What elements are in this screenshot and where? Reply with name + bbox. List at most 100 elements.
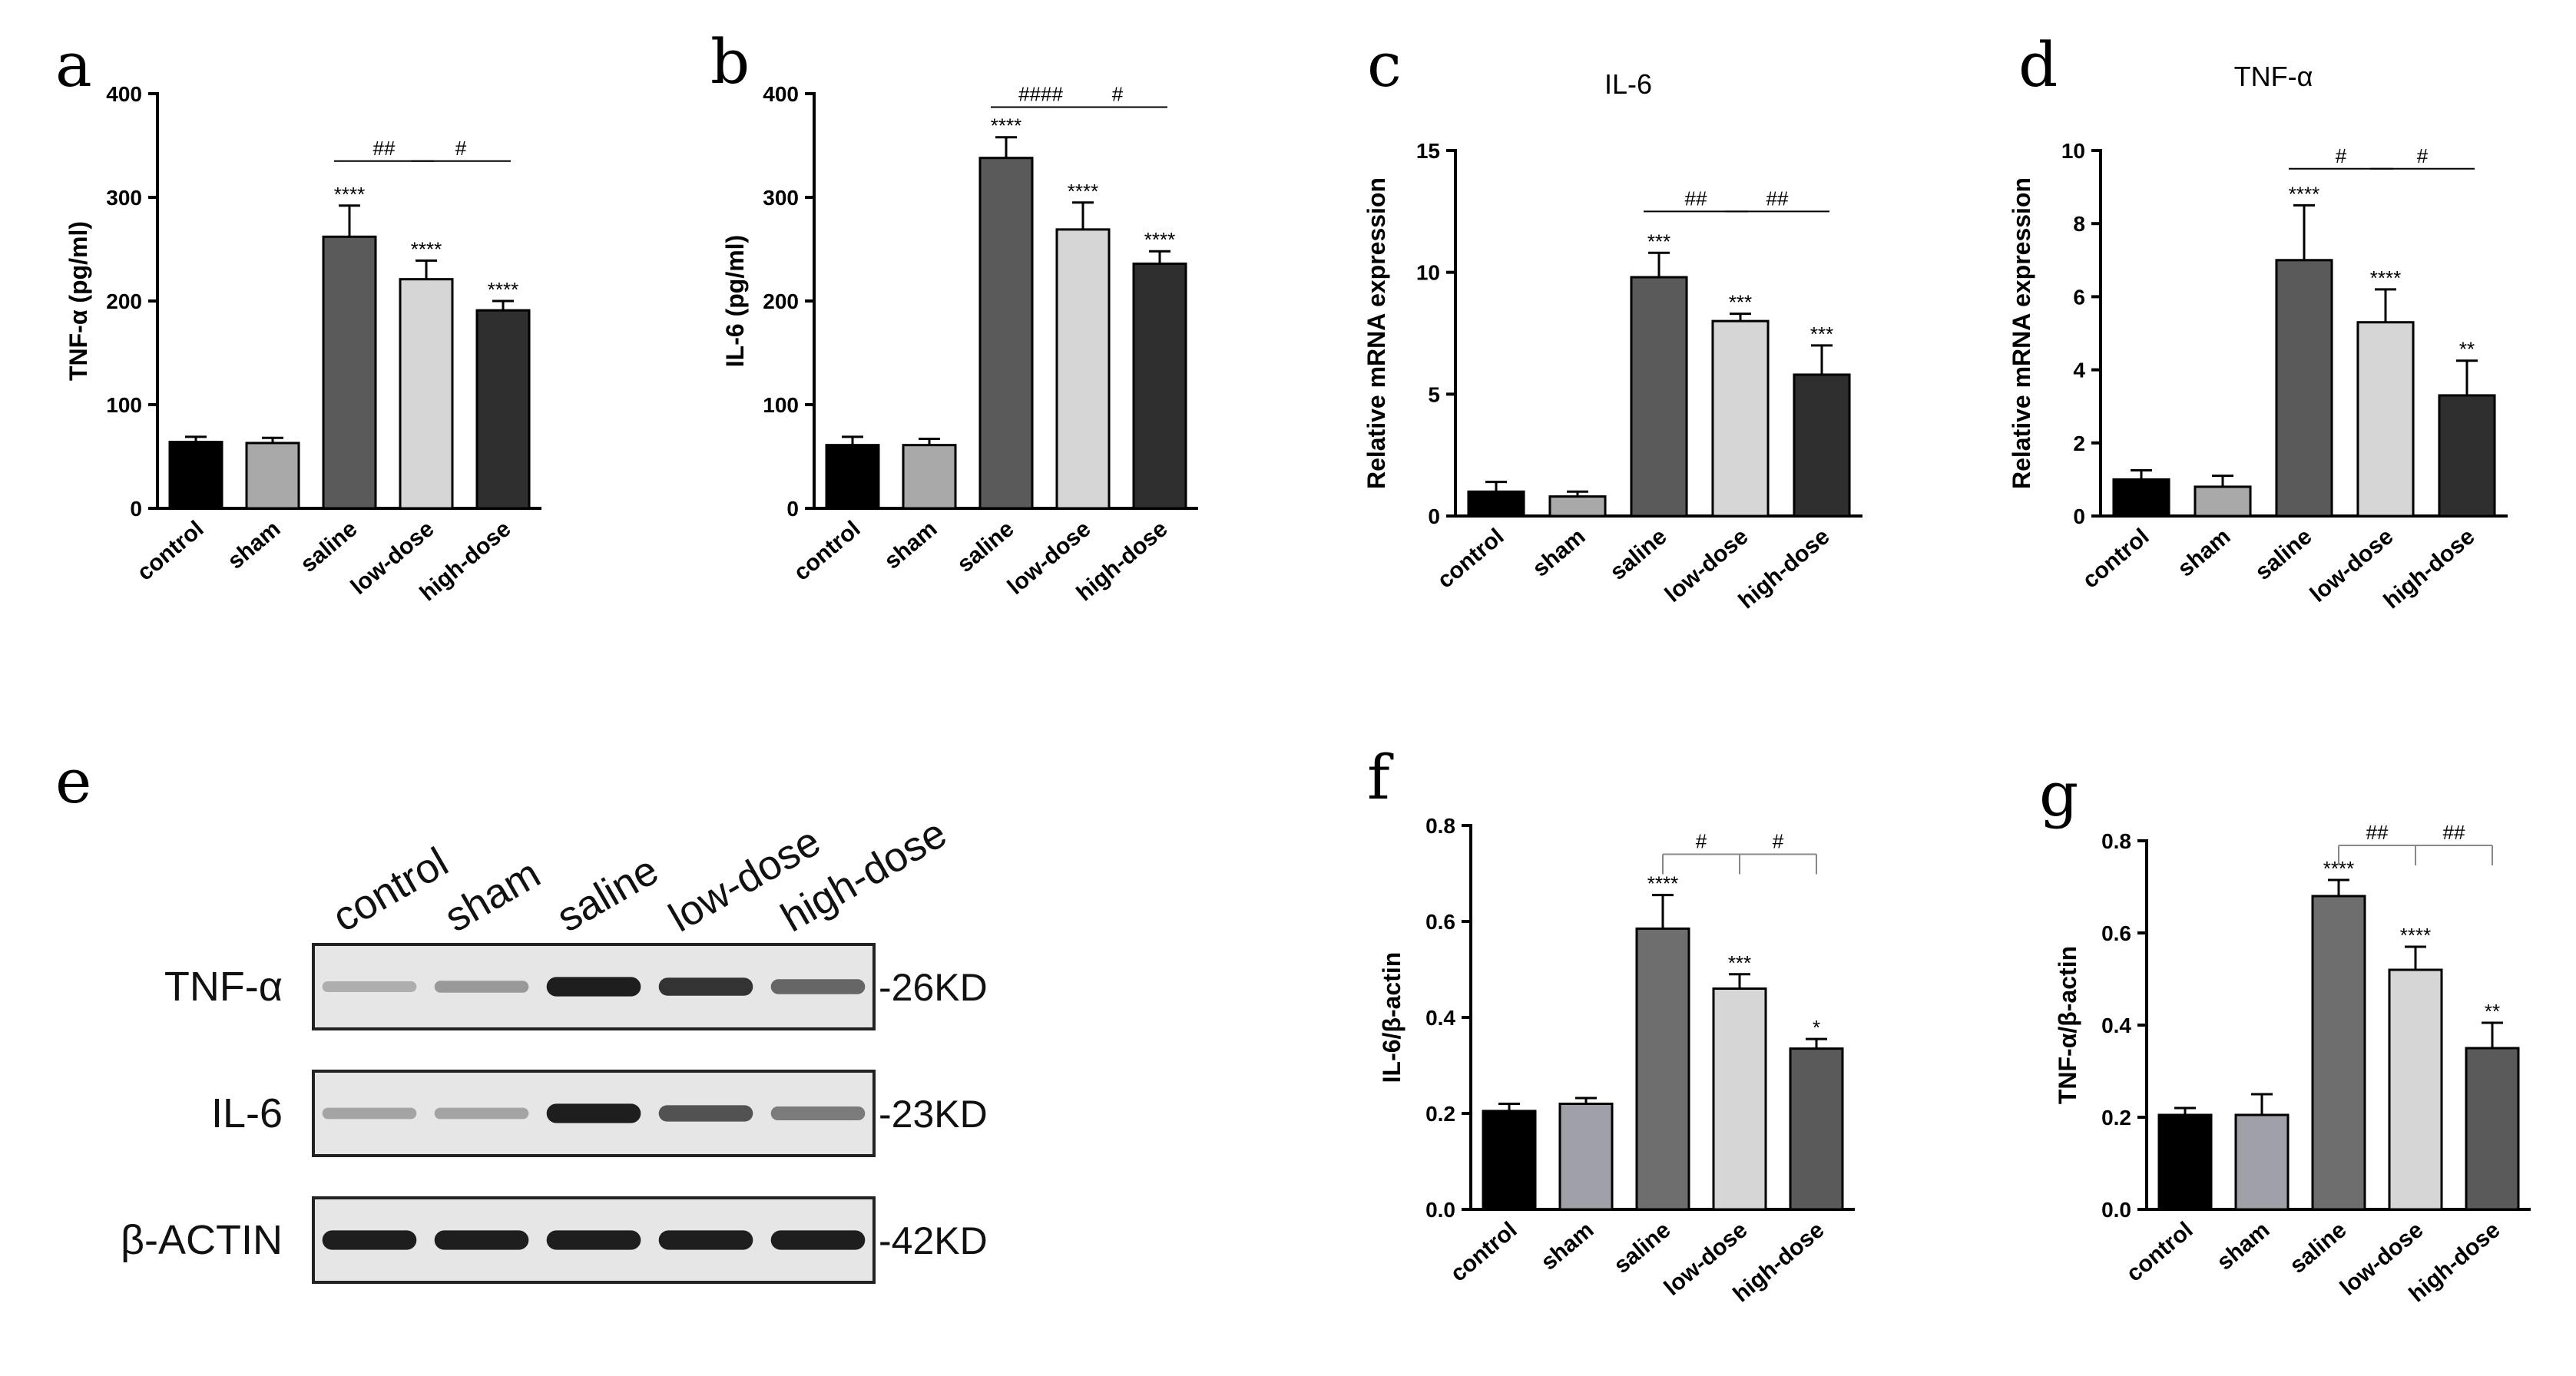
protein-band: [658, 1230, 753, 1250]
comparison-label: ##: [2366, 821, 2389, 844]
y-tick-label: 0.6: [2101, 921, 2131, 945]
significance-stars: ****: [411, 237, 442, 260]
y-tick-label: 0.8: [1425, 814, 1455, 838]
y-tick-label: 0: [130, 497, 142, 521]
significance-stars: ****: [2370, 266, 2401, 289]
bar-high-dose: [1789, 1047, 1844, 1211]
x-category-label: saline: [1605, 524, 1671, 585]
significance-stars: **: [2459, 338, 2475, 361]
y-tick-label: 300: [106, 186, 142, 210]
comparison-label: #: [1773, 830, 1784, 853]
comparison-label: ##: [1685, 187, 1707, 210]
significance-stars: ***: [1728, 951, 1751, 974]
bar-control: [1467, 490, 1525, 518]
y-axis-label: IL-6/β-actin: [1378, 952, 1406, 1083]
significance-stars: ****: [334, 183, 365, 206]
panel-letter-b: b: [710, 26, 750, 98]
bar-high-dose: [1132, 262, 1187, 510]
y-tick-label: 0: [2073, 504, 2085, 528]
y-tick-label: 4: [2073, 359, 2085, 382]
bar-saline: [978, 157, 1034, 510]
x-category-label: sham: [879, 516, 942, 574]
comparison-label: #: [1112, 83, 1124, 106]
protein-band: [322, 981, 417, 992]
y-tick-label: 0.0: [2101, 1198, 2131, 1222]
x-category-label: sham: [1528, 524, 1590, 582]
protein-band: [434, 1230, 529, 1250]
y-tick-label: 400: [106, 82, 142, 106]
y-tick-label: 0.8: [2101, 829, 2131, 853]
significance-stars: *: [1813, 1016, 1820, 1039]
significance-stars: **: [2485, 1000, 2500, 1023]
protein-band: [770, 979, 866, 994]
molecular-weight-label: -26KD: [879, 966, 988, 1009]
y-axis-label: TNF-α/β-actin: [2054, 946, 2081, 1104]
bar-saline: [1635, 927, 1690, 1211]
x-category-label: sham: [2212, 1217, 2274, 1275]
protein-band: [658, 1105, 753, 1122]
protein-band: [770, 1106, 866, 1120]
protein-band: [546, 977, 641, 997]
protein-band: [546, 1103, 641, 1123]
x-category-label: sham: [2173, 524, 2235, 582]
bar-sham: [1558, 1103, 1614, 1211]
x-category-label: control: [1432, 524, 1508, 594]
bar-saline: [322, 235, 377, 510]
bar-saline: [2311, 895, 2366, 1211]
bar-low-dose: [1711, 319, 1770, 518]
y-tick-label: 5: [1428, 382, 1440, 406]
protein-label: TNF-α: [164, 964, 283, 1010]
protein-band: [322, 1230, 417, 1250]
bar-low-dose: [2356, 321, 2415, 518]
molecular-weight-label: -23KD: [879, 1093, 988, 1136]
y-tick-label: 0.6: [1425, 910, 1455, 934]
x-category-label: sham: [1536, 1217, 1598, 1275]
protein-band: [434, 981, 529, 993]
x-category-label: saline: [1609, 1217, 1675, 1278]
chart-d-tnf-mrna: TNF-α 0 2 4 6 8 10 Relative mRNA expression cont…: [2008, 61, 2508, 614]
protein-band: [322, 1107, 417, 1120]
protein-band: [658, 977, 753, 996]
protein-label: IL-6: [211, 1090, 283, 1136]
bar-saline: [2275, 259, 2333, 518]
y-tick-label: 200: [106, 289, 142, 313]
bar-high-dose: [2438, 394, 2496, 518]
significance-stars: ****: [1144, 228, 1175, 251]
comparison-label: ##: [373, 137, 396, 160]
bar-sham: [2194, 485, 2252, 518]
y-axis-label: TNF-α (pg/ml): [65, 221, 92, 381]
x-category-label: control: [1445, 1217, 1521, 1287]
significance-stars: ****: [2289, 182, 2319, 205]
panel-letter-e: e: [55, 746, 91, 817]
x-category-label: control: [2078, 524, 2154, 594]
x-category-label: saline: [296, 516, 362, 577]
bar-control: [2157, 1113, 2213, 1211]
comparison-label: ##: [2443, 821, 2465, 844]
y-tick-label: 0.4: [1425, 1006, 1455, 1030]
significance-stars: ****: [1068, 180, 1098, 203]
protein-band: [546, 1230, 641, 1250]
x-category-label: saline: [2285, 1217, 2351, 1278]
bar-control: [1482, 1110, 1537, 1211]
lane-label: control: [325, 838, 455, 941]
x-category-label: sham: [223, 516, 285, 574]
lane-label: saline: [549, 847, 666, 941]
significance-stars: ***: [1647, 230, 1670, 253]
y-tick-label: 0.0: [1425, 1198, 1455, 1222]
bar-low-dose: [1712, 987, 1767, 1211]
panel-letter-a: a: [55, 29, 92, 101]
y-axis-label: Relative mRNA expression: [1362, 177, 1390, 489]
chart-b-il6-elisa: 0 100 200 300 400 IL-6 (pg/ml) control sham ****…: [721, 82, 1198, 606]
y-tick-label: 100: [106, 393, 142, 417]
x-category-label: control: [789, 516, 865, 586]
x-category-label: control: [2121, 1217, 2197, 1287]
x-category-label: saline: [952, 516, 1018, 577]
panel-letter-d: d: [2018, 29, 2058, 101]
chart-c-il6-mrna: IL-6 0 5 10 15 Relative mRNA expression contro…: [1362, 68, 1862, 614]
y-tick-label: 0.4: [2101, 1014, 2131, 1037]
bar-sham: [1548, 495, 1607, 518]
comparison-label: #: [2417, 144, 2429, 167]
y-tick-label: 8: [2073, 212, 2085, 236]
